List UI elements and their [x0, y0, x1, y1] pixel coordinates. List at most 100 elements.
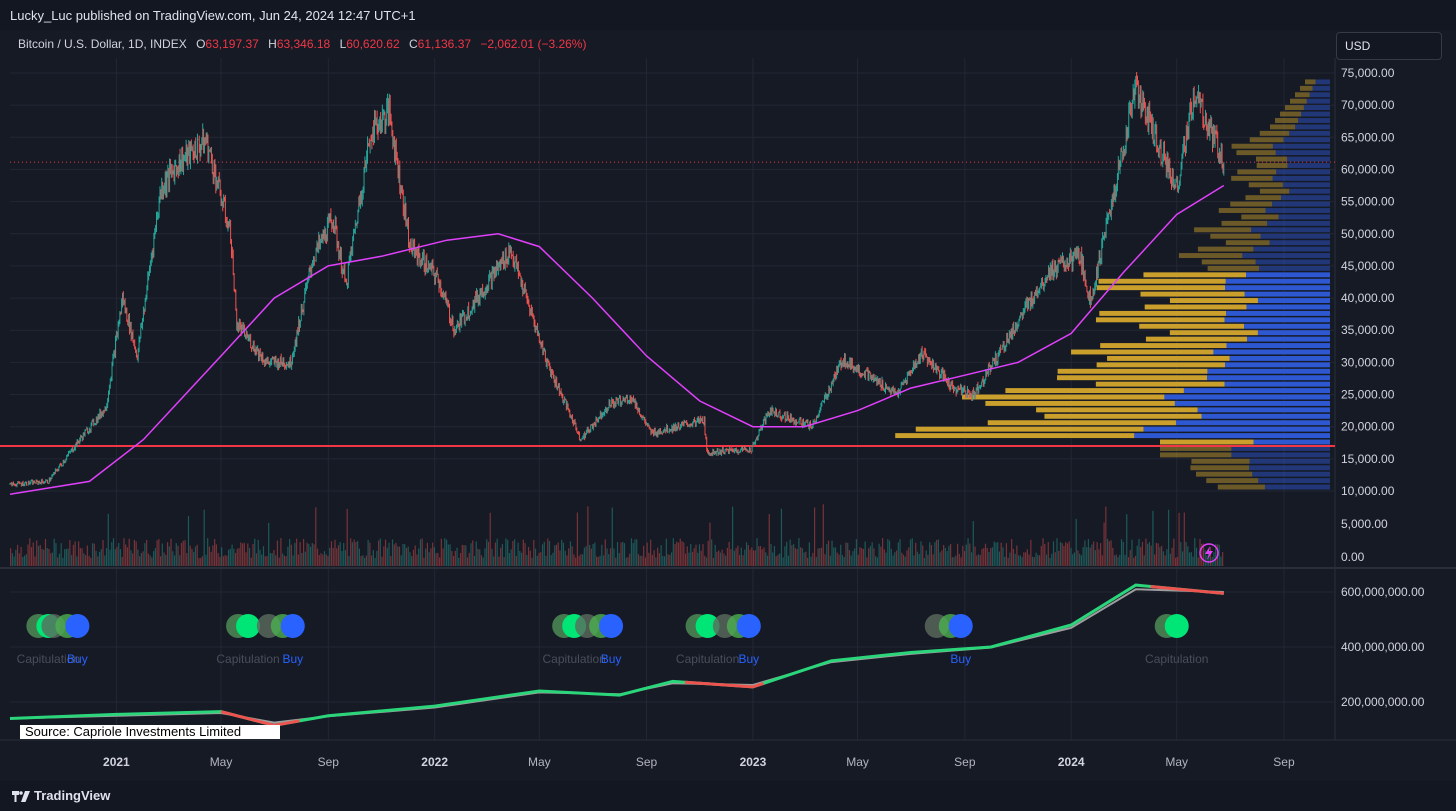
volume-bar	[934, 542, 936, 566]
volume-bar	[46, 548, 48, 566]
volume-bar	[294, 542, 296, 566]
volume-bar	[789, 539, 791, 566]
currency-label: USD	[1345, 39, 1371, 53]
volume-bar	[1166, 549, 1168, 566]
volume-bar	[702, 544, 704, 566]
volume-bar	[904, 556, 906, 566]
volume-bar	[686, 546, 688, 566]
volume-bar	[88, 555, 90, 566]
alert-lightning-icon	[1199, 543, 1219, 563]
volume-bar	[787, 555, 790, 566]
volume-bar	[1072, 554, 1074, 566]
volume-bar	[1066, 543, 1069, 566]
volume-bar	[1119, 554, 1121, 566]
volume-bar	[1161, 545, 1163, 566]
volume-bar	[71, 554, 73, 566]
volume-bar	[807, 557, 809, 566]
volume-bar	[1162, 551, 1164, 566]
volume-bar	[582, 554, 584, 566]
volume-bar	[601, 544, 603, 566]
volume-bar	[351, 542, 354, 566]
volume-bar	[1113, 555, 1116, 566]
lower-y-tick-label: 600,000,000.00	[1341, 585, 1425, 599]
volume-bar	[712, 557, 715, 566]
volume-profile-bar-gold	[1096, 285, 1226, 291]
volume-bar	[161, 543, 163, 566]
volume-bar	[817, 548, 819, 566]
volume-profile-bar-blue	[1272, 175, 1330, 181]
volume-bar	[439, 557, 441, 566]
volume-bar	[646, 542, 648, 566]
volume-bar	[597, 556, 599, 566]
volume-bar	[118, 542, 120, 566]
volume-bar	[976, 555, 978, 566]
volume-bar	[557, 542, 559, 566]
volume-bar	[313, 544, 315, 566]
volume-bar	[1215, 544, 1217, 566]
volume-profile-bar-blue	[1260, 233, 1330, 239]
volume-bar	[1091, 544, 1093, 566]
lower-pane-red-segment	[684, 680, 764, 689]
volume-profile-bar-gold	[1195, 471, 1253, 477]
volume-bar	[376, 550, 378, 566]
volume-profile-bar-gold	[1178, 253, 1243, 258]
volume-profile-bar-gold	[1231, 175, 1273, 181]
volume-profile-bar-blue	[1280, 195, 1330, 201]
volume-bar	[759, 546, 762, 566]
volume-bar	[299, 542, 301, 566]
volume-bar	[1025, 552, 1027, 566]
volume-bar	[950, 544, 952, 566]
volume-bar	[135, 541, 137, 566]
x-tick-label: Sep	[954, 755, 976, 769]
ohlc-legend[interactable]: Bitcoin / U.S. Dollar, 1D, INDEX O63,197…	[18, 37, 586, 51]
volume-bar	[1012, 548, 1014, 566]
volume-bar	[76, 556, 78, 566]
volume-bar	[34, 556, 36, 566]
volume-bar	[852, 551, 854, 566]
volume-bar	[883, 549, 885, 566]
volume-bar	[801, 548, 803, 566]
volume-profile-bar-gold	[1100, 343, 1227, 349]
symbol-name[interactable]: Bitcoin / U.S. Dollar, 1D, INDEX	[18, 37, 187, 51]
currency-selector[interactable]: USD	[1336, 32, 1442, 60]
volume-bar	[266, 556, 268, 566]
volume-bar	[508, 552, 510, 566]
volume-bar	[848, 550, 851, 566]
volume-bar	[27, 544, 29, 566]
volume-bar	[569, 541, 572, 566]
volume-bar	[583, 547, 585, 566]
volume-bar	[941, 550, 943, 566]
buy-signal-dot	[280, 614, 305, 638]
volume-bar	[984, 543, 987, 566]
volume-bar	[540, 552, 542, 566]
volume-bar	[198, 557, 200, 566]
volume-bar	[74, 541, 76, 566]
volume-bar	[1014, 553, 1016, 566]
volume-bar	[576, 512, 578, 566]
high-key: H	[268, 37, 277, 51]
volume-bar	[956, 543, 959, 566]
volume-bar	[37, 545, 40, 566]
volume-profile-bar-blue	[1175, 420, 1330, 426]
volume-bar	[140, 552, 142, 566]
volume-bar	[906, 550, 908, 566]
x-tick-label: 2022	[421, 755, 448, 769]
volume-bar	[18, 553, 20, 566]
volume-profile-bar-gold	[1197, 246, 1254, 252]
volume-profile-bar-gold	[1036, 407, 1198, 413]
volume-bar	[749, 549, 751, 566]
volume-bar	[946, 551, 948, 566]
volume-bar	[482, 557, 484, 566]
volume-bar	[327, 556, 329, 566]
volume-bar	[205, 554, 207, 566]
volume-bar	[590, 548, 592, 566]
lower-y-tick-label: 400,000,000.00	[1341, 640, 1425, 654]
volume-profile-bar-gold	[1206, 478, 1259, 484]
volume-bar	[1133, 557, 1135, 566]
volume-bar	[505, 538, 507, 566]
volume-bar	[531, 557, 533, 566]
volume-bar	[887, 539, 889, 566]
volume-bar	[561, 539, 563, 566]
volume-profile-bar-blue	[1257, 298, 1330, 304]
